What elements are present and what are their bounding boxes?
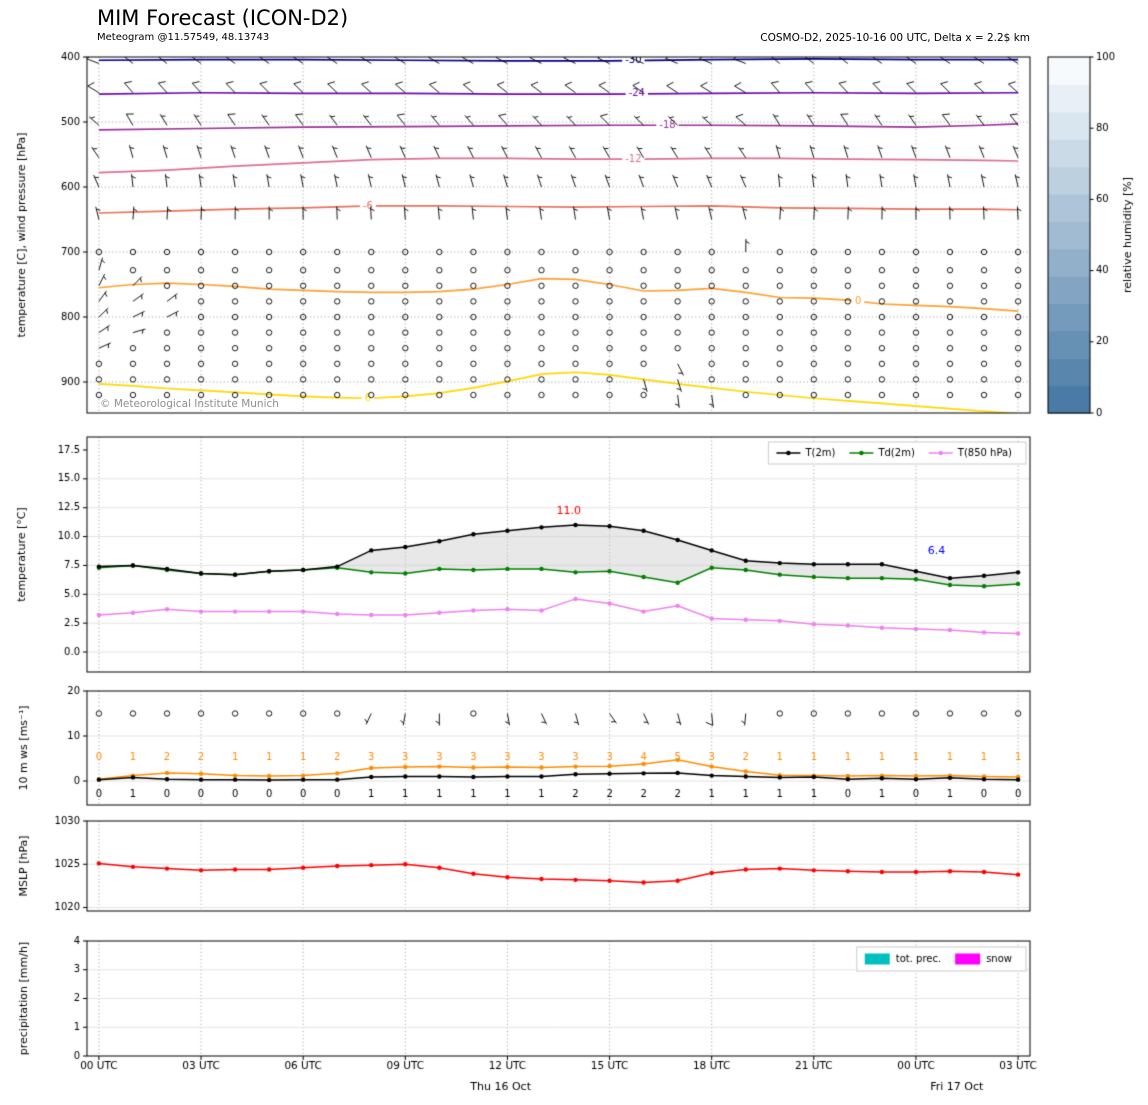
copyright-note: © Meteorological Institute Munich	[100, 398, 279, 410]
model-run-info: COSMO-D2, 2025-10-16 00 UTC, Delta x = 2…	[760, 32, 1030, 44]
page-title: MIM Forecast (ICON-D2)	[97, 6, 349, 30]
meteogram-location-subtitle: Meteogram @11.57549, 48.13743	[97, 32, 270, 43]
